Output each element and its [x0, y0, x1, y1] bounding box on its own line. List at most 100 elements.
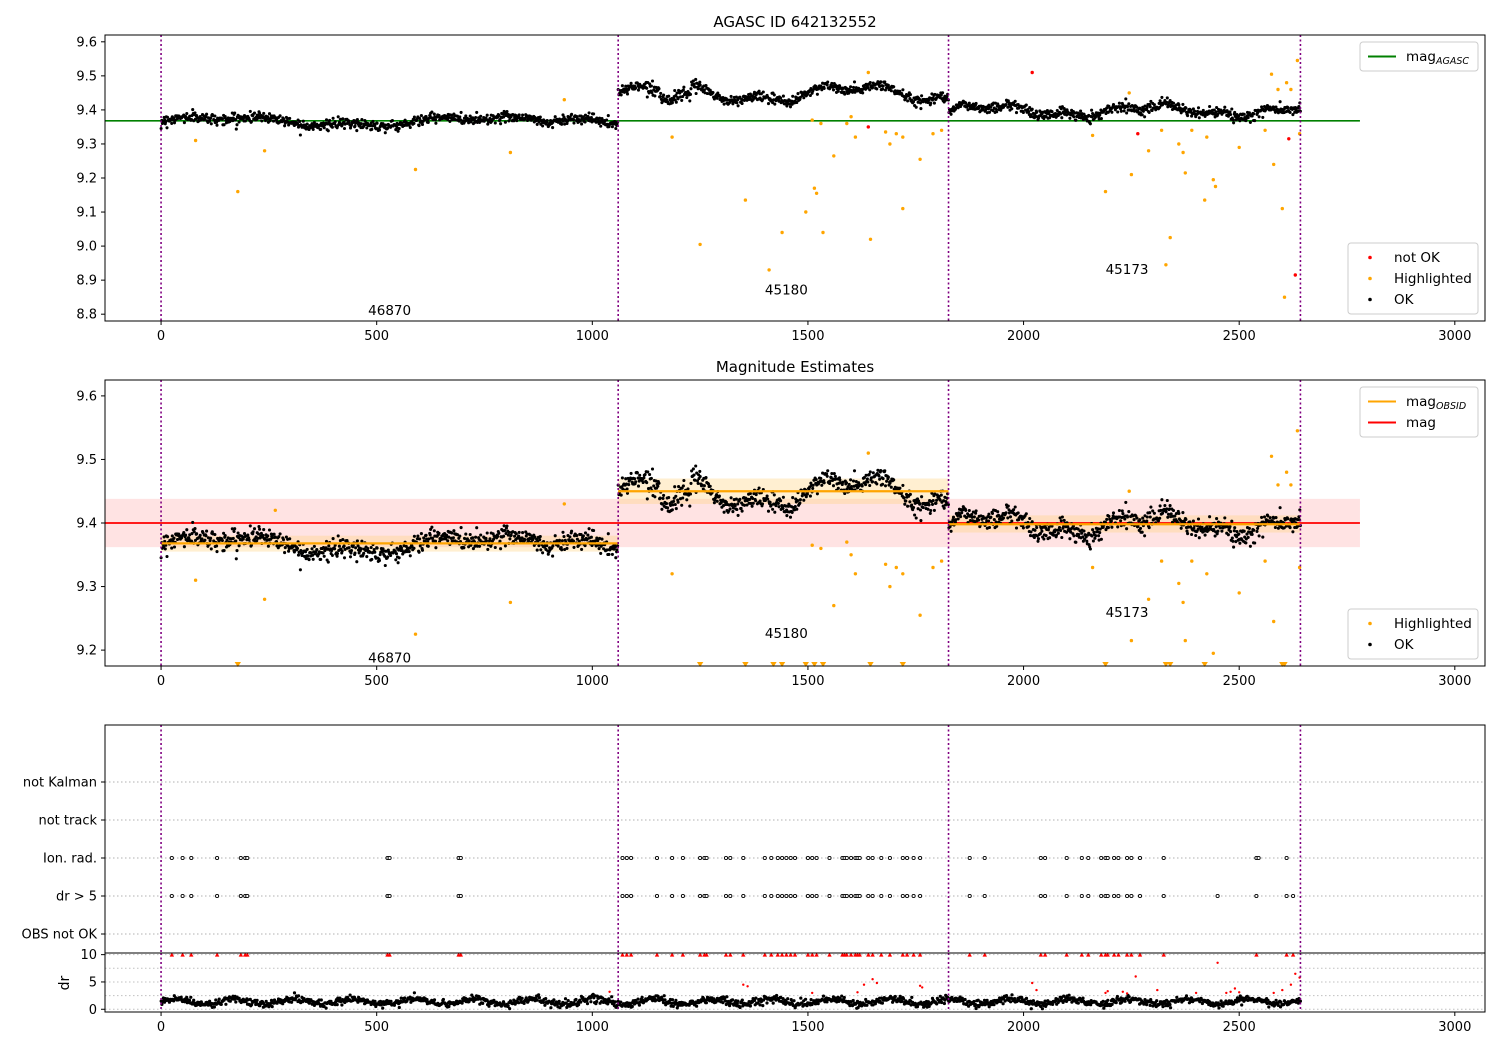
- ok-point: [556, 544, 560, 548]
- ok-point: [920, 94, 924, 98]
- flag-marker: [982, 855, 987, 861]
- ok-point: [698, 474, 702, 479]
- ok-point: [646, 470, 650, 474]
- ok-point: [916, 100, 920, 104]
- ok-point: [165, 535, 170, 539]
- ok-point: [571, 539, 576, 543]
- flag-marker: [238, 893, 243, 899]
- flag-marker: [189, 855, 194, 861]
- ok-point: [349, 551, 353, 555]
- ok-point: [469, 543, 473, 547]
- ok-point: [597, 547, 601, 551]
- ok-point: [306, 554, 310, 558]
- ok-point: [898, 486, 902, 490]
- ok-point: [990, 511, 995, 515]
- ok-point: [353, 124, 357, 128]
- ok-point: [377, 128, 382, 132]
- ok-point: [191, 520, 195, 524]
- ok-point: [257, 525, 261, 529]
- ok-point: [541, 551, 545, 555]
- highlighted-point: [273, 508, 277, 512]
- ok-point: [278, 114, 282, 118]
- ok-point: [509, 533, 513, 537]
- ok-point: [283, 124, 287, 128]
- ok-point: [731, 510, 735, 514]
- ok-point: [262, 111, 266, 115]
- ok-point: [1242, 112, 1246, 116]
- ok-point: [195, 532, 199, 536]
- ok-point: [393, 549, 397, 553]
- ok-point: [475, 526, 479, 530]
- flag-marker: [780, 855, 785, 861]
- ok-point: [967, 508, 971, 513]
- ok-point: [1166, 512, 1171, 516]
- ok-point: [892, 85, 896, 89]
- ok-point: [832, 472, 836, 476]
- ok-point: [811, 483, 815, 487]
- ok-point: [475, 544, 479, 548]
- ok-point: [222, 531, 226, 535]
- ok-point: [995, 110, 999, 114]
- ok-point: [297, 994, 301, 998]
- ok-point: [994, 107, 998, 111]
- ok-point: [1122, 109, 1126, 113]
- ok-point: [696, 481, 700, 485]
- ok-point: [605, 122, 609, 126]
- flag-marker: [654, 893, 660, 899]
- ok-point: [934, 501, 938, 505]
- ok-point: [324, 539, 329, 543]
- ok-point: [942, 506, 946, 510]
- ok-point: [208, 539, 212, 543]
- ok-point: [635, 81, 639, 85]
- ok-point: [394, 558, 398, 562]
- ok-point: [577, 1003, 581, 1007]
- highlighted-point: [1181, 150, 1185, 155]
- ok-point: [474, 535, 478, 539]
- ok-point: [305, 547, 309, 551]
- ok-point: [906, 99, 910, 103]
- ok-point: [661, 496, 665, 500]
- ok-point: [1010, 107, 1014, 111]
- highlighted-point: [1183, 171, 1188, 175]
- highlighted-point: [698, 242, 702, 247]
- ok-point: [657, 87, 661, 91]
- ok-point: [355, 539, 359, 543]
- ok-point: [791, 496, 795, 500]
- ok-point: [636, 88, 641, 92]
- ok-point: [246, 533, 250, 537]
- ok-point: [600, 117, 604, 121]
- ok-point: [1232, 529, 1236, 533]
- ok-point: [844, 86, 849, 90]
- ok-point: [987, 519, 991, 523]
- ok-point: [876, 80, 880, 84]
- highlighted-point: [562, 502, 566, 506]
- ok-point: [627, 483, 631, 487]
- ok-point: [766, 497, 770, 501]
- ok-point: [428, 533, 432, 537]
- ok-point: [213, 114, 217, 118]
- ok-point: [918, 502, 922, 506]
- ok-point: [594, 120, 598, 124]
- ok-point: [572, 121, 576, 125]
- ok-point: [237, 544, 241, 548]
- ok-point: [172, 116, 176, 120]
- ok-point: [1050, 110, 1054, 114]
- ok-point: [426, 120, 430, 124]
- ok-point: [545, 118, 549, 123]
- ok-point: [852, 80, 857, 84]
- ok-point: [403, 996, 407, 1000]
- highlighted-point: [939, 128, 944, 132]
- highlighted-point: [670, 135, 674, 139]
- highlighted-point: [1263, 559, 1267, 563]
- y-tick-label: 9.0: [76, 240, 97, 255]
- category-label: not Kalman: [23, 776, 97, 791]
- ok-point: [1119, 519, 1123, 523]
- ok-point: [1235, 529, 1239, 534]
- ok-point: [1072, 534, 1076, 538]
- legend-label: Highlighted: [1394, 616, 1472, 632]
- ok-point: [1062, 518, 1066, 522]
- ok-point: [396, 129, 400, 133]
- ok-point: [614, 556, 618, 560]
- ok-point: [693, 85, 697, 89]
- ok-point: [455, 533, 460, 537]
